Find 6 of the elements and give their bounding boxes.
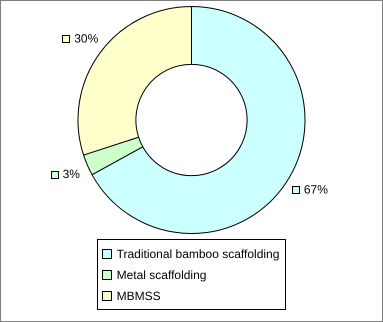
data-label: 3% [62, 166, 80, 181]
legend-label: Traditional bamboo scaffolding [116, 246, 280, 260]
legend-label: Metal scaffolding [116, 268, 206, 282]
data-label: 67% [304, 182, 328, 196]
data-label: 30% [74, 31, 99, 46]
legend-label: MBMSS [116, 288, 161, 302]
